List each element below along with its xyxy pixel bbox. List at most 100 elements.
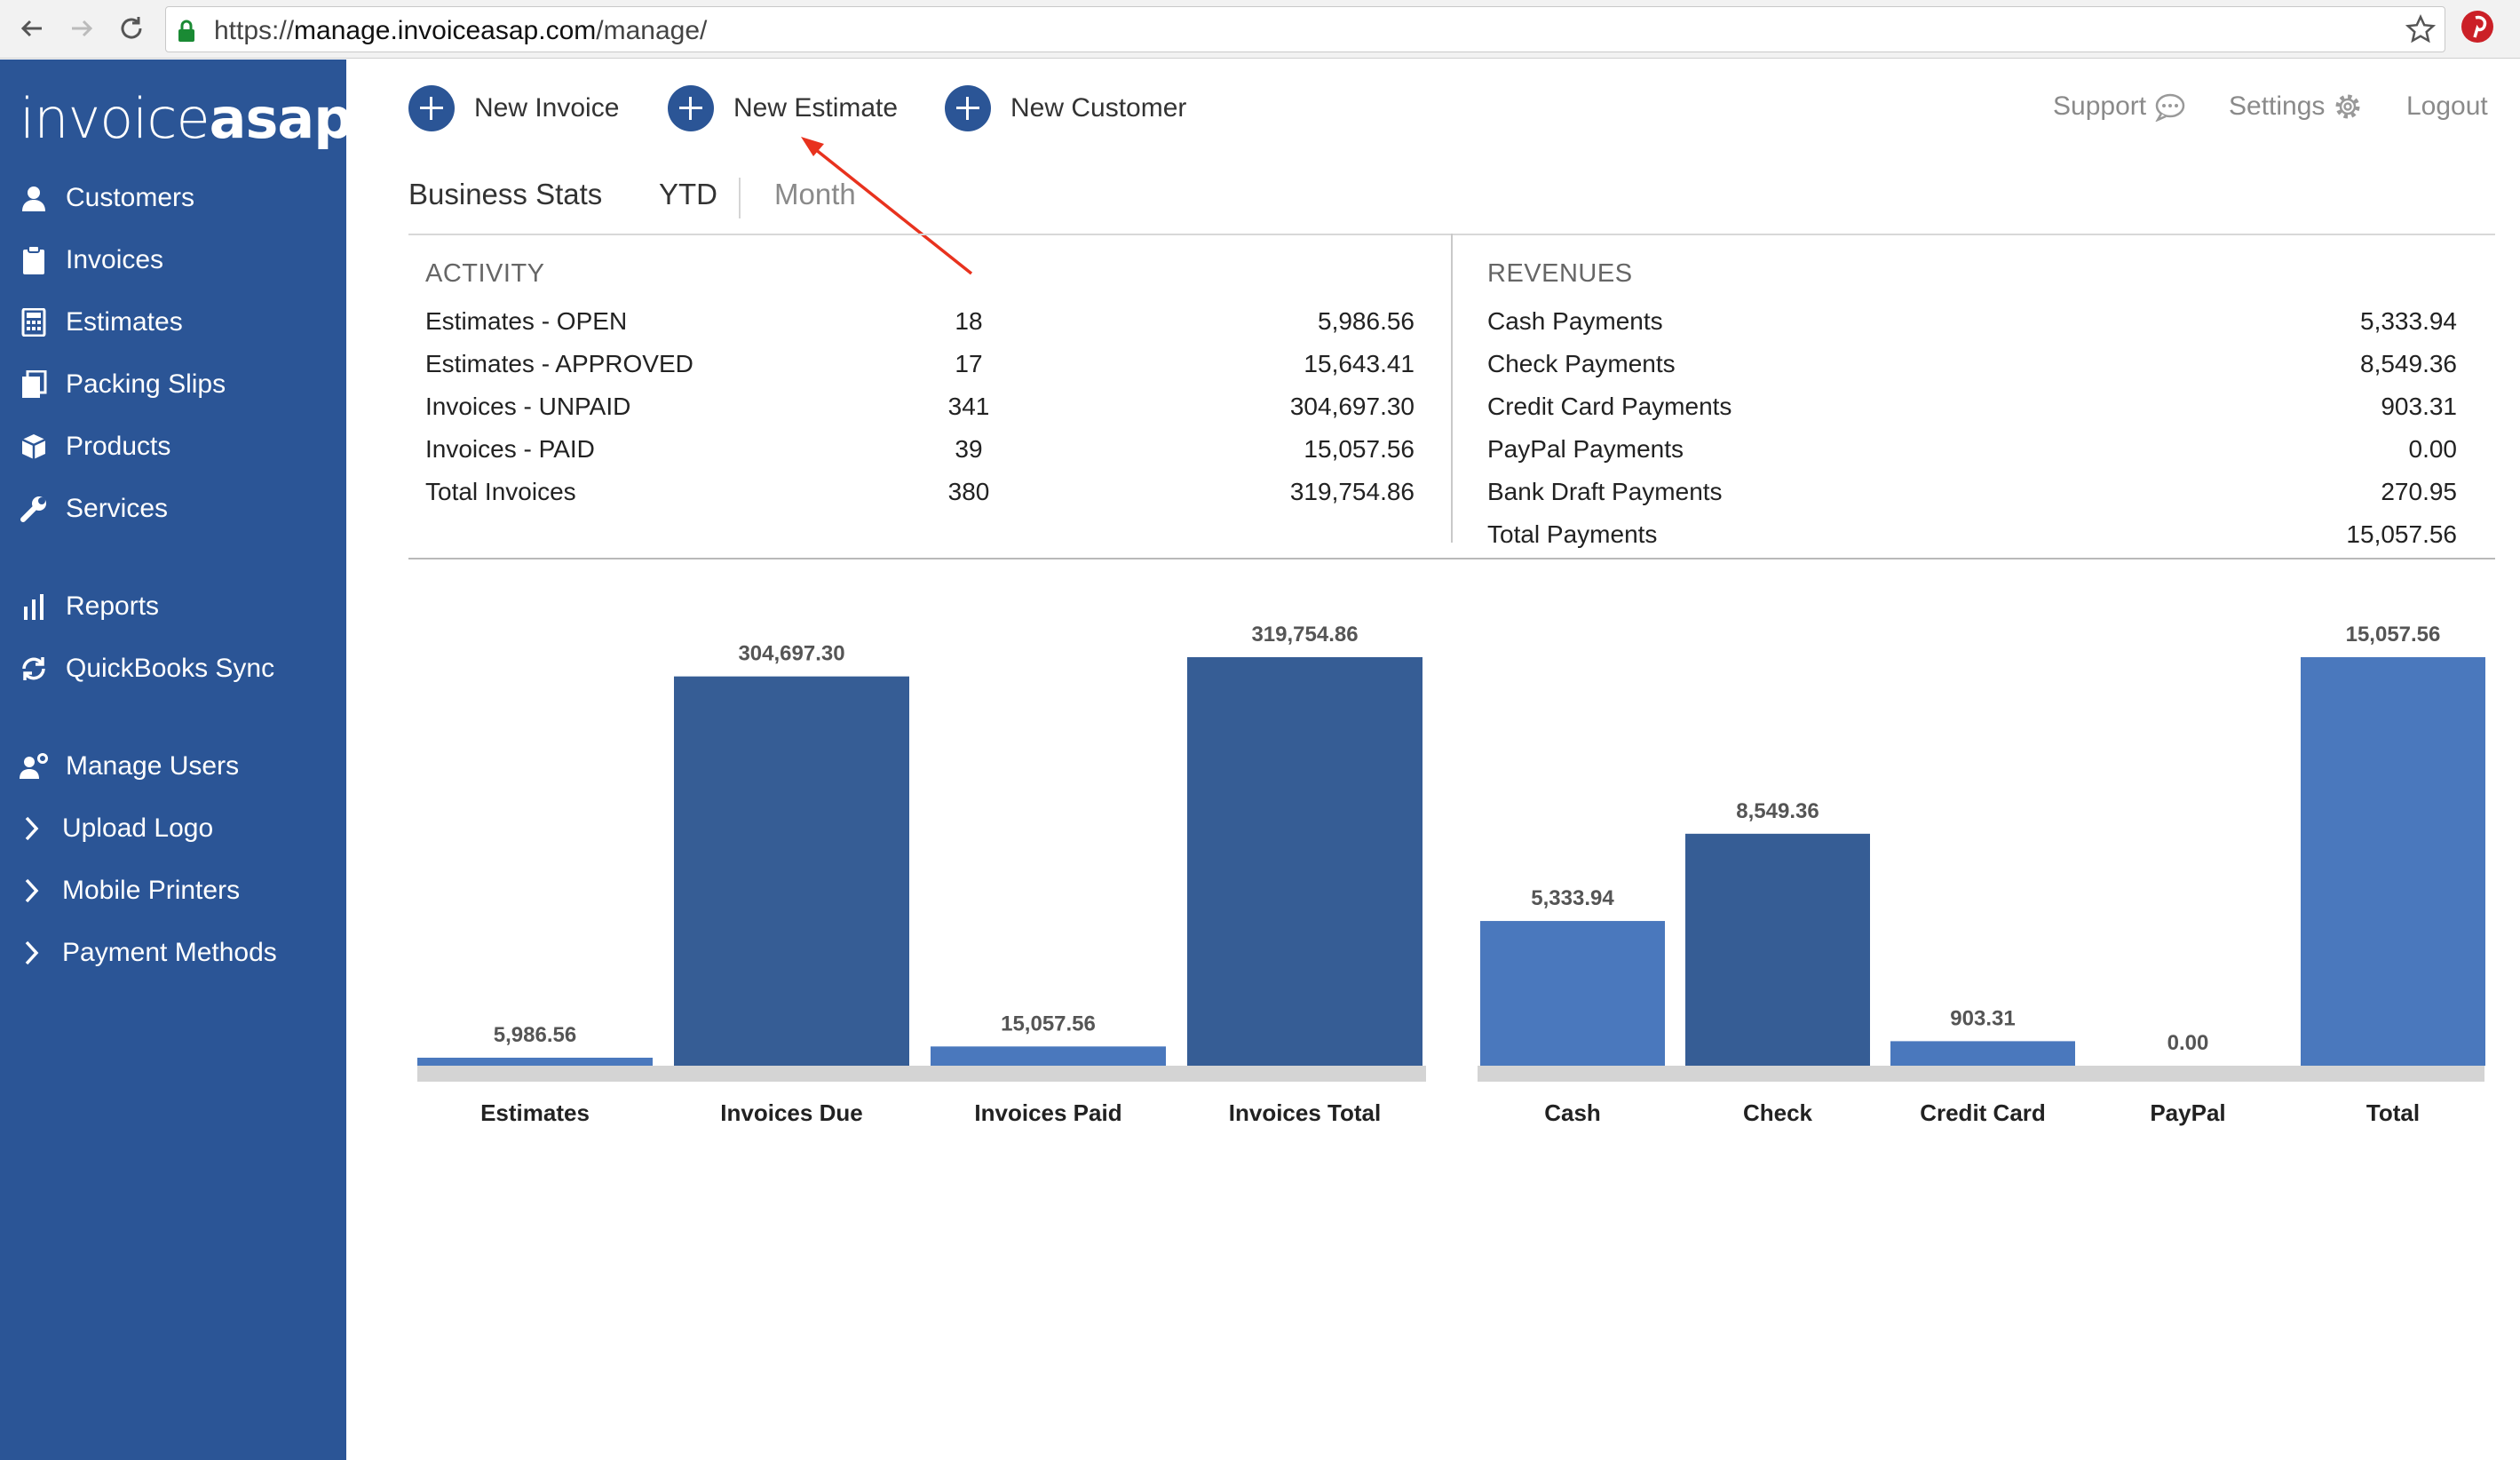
url-path: /manage/ <box>596 16 708 45</box>
sidebar-item-invoices[interactable]: Invoices <box>18 235 163 285</box>
revenue-row: Check Payments 8,549.36 <box>1487 350 2457 389</box>
sidebar-item-reports[interactable]: Reports <box>18 582 159 631</box>
reload-icon[interactable] <box>112 9 151 48</box>
new-invoice-button[interactable]: New Invoice <box>408 84 619 132</box>
box-icon <box>18 431 50 463</box>
user-gear-icon <box>18 750 50 782</box>
sidebar-item-label: Upload Logo <box>62 813 214 843</box>
activity-row: Total Invoices 380 319,754.86 <box>425 478 1415 517</box>
activity-row: Invoices - PAID 39 15,057.56 <box>425 435 1415 474</box>
category-label: Estimates <box>480 1099 590 1126</box>
settings-link[interactable]: Settings <box>2229 87 2364 126</box>
new-estimate-label: New Estimate <box>733 93 899 123</box>
activity-row-amount: 319,754.86 <box>1289 478 1415 505</box>
pinterest-icon[interactable] <box>2460 9 2500 50</box>
bar-value-label: 5,333.94 <box>1531 886 1614 910</box>
activity-bar-chart: 5,986.56 Estimates 304,697.30 Invoices Due 1… <box>417 623 1426 1126</box>
chat-bubble-icon <box>2155 93 2185 122</box>
bar-estimates <box>417 1058 653 1066</box>
category-label: Total <box>2366 1099 2420 1126</box>
bar-total <box>2301 657 2485 1066</box>
logout-label: Logout <box>2406 91 2488 121</box>
bar-value-label: 0.00 <box>2167 1031 2209 1055</box>
activity-row-count: 380 <box>947 478 990 505</box>
revenue-row-label: Cash Payments <box>1487 307 1663 335</box>
browser-toolbar: https://manage.invoiceasap.com/manage/ <box>0 0 2520 59</box>
new-customer-button[interactable]: New Customer <box>945 84 1186 132</box>
bar-value-label: 319,754.86 <box>1251 623 1358 647</box>
sidebar-item-label: Manage Users <box>66 751 240 781</box>
sidebar-item-services[interactable]: Services <box>18 484 168 534</box>
logo-text-asap: asap <box>209 86 353 151</box>
sidebar-item-label: Payment Methods <box>62 938 277 967</box>
sidebar-item-upload-logo[interactable]: Upload Logo <box>18 804 213 853</box>
back-arrow-icon[interactable] <box>12 9 52 48</box>
sidebar-item-label: Packing Slips <box>66 369 226 399</box>
activity-row: Estimates - OPEN 18 5,986.56 <box>425 307 1415 346</box>
tab-separator <box>739 178 741 218</box>
revenues-heading: REVENUES <box>1487 259 1633 288</box>
stack-icon <box>18 369 50 401</box>
bar-value-label: 304,697.30 <box>738 642 844 666</box>
app-logo[interactable]: invoice asap <box>20 84 353 147</box>
bar-invoices-paid <box>931 1046 1166 1066</box>
sidebar-item-packing-slips[interactable]: Packing Slips <box>18 360 226 409</box>
sidebar-item-mobile-printers[interactable]: Mobile Printers <box>18 866 240 916</box>
category-label: Invoices Paid <box>974 1099 1121 1126</box>
settings-label: Settings <box>2229 91 2326 121</box>
user-icon <box>18 182 50 214</box>
tab-month[interactable]: Month <box>774 178 856 210</box>
sidebar-item-label: Reports <box>66 591 160 621</box>
bar-value-label: 8,549.36 <box>1736 799 1819 823</box>
activity-row: Invoices - UNPAID 341 304,697.30 <box>425 393 1415 432</box>
revenue-row: Bank Draft Payments 270.95 <box>1487 478 2457 517</box>
tab-ytd[interactable]: YTD <box>659 178 717 210</box>
sync-icon <box>18 653 50 685</box>
clipboard-icon <box>18 244 50 276</box>
forward-arrow-icon[interactable] <box>62 9 101 48</box>
url-scheme: https:// <box>214 16 295 45</box>
stats-column-divider <box>1451 234 1453 543</box>
sidebar-item-products[interactable]: Products <box>18 422 170 472</box>
url-host: manage.invoiceasap.com <box>294 16 597 45</box>
url-text: https://manage.invoiceasap.com/manage/ <box>214 16 707 46</box>
revenue-row-label: Bank Draft Payments <box>1487 478 1723 505</box>
support-link[interactable]: Support <box>2053 87 2187 126</box>
logo-text-invoice: invoice <box>20 86 210 151</box>
category-label: Check <box>1743 1099 1813 1126</box>
revenue-row-amount: 8,549.36 <box>2360 350 2457 377</box>
sidebar-item-payment-methods[interactable]: Payment Methods <box>18 928 277 978</box>
sidebar-item-estimates[interactable]: Estimates <box>18 298 183 347</box>
plus-circle-icon <box>945 85 991 131</box>
address-bar[interactable]: https://manage.invoiceasap.com/manage/ <box>165 6 2445 52</box>
bar-value-label: 903.31 <box>1950 1006 2015 1030</box>
bar-check <box>1685 833 1870 1066</box>
sidebar-item-label: Estimates <box>66 307 183 337</box>
chevron-right-icon <box>18 813 44 845</box>
activity-row-amount: 15,057.56 <box>1304 435 1415 463</box>
sidebar-item-label: Services <box>66 494 169 523</box>
chart-baseline <box>1478 1066 2484 1082</box>
activity-row-count: 341 <box>947 393 990 420</box>
sidebar-item-label: QuickBooks Sync <box>66 654 275 683</box>
star-icon[interactable] <box>2405 13 2437 49</box>
sidebar-item-customers[interactable]: Customers <box>18 173 194 223</box>
category-label: Invoices Total <box>1229 1099 1381 1126</box>
revenue-row: Credit Card Payments 903.31 <box>1487 393 2457 432</box>
revenue-bar-chart: 5,333.94 Cash 8,549.36 Check 903.31 Credit Ca… <box>1478 623 2485 1126</box>
activity-row-count: 18 <box>955 307 983 335</box>
sidebar-item-label: Customers <box>66 183 195 212</box>
logout-link[interactable]: Logout <box>2406 87 2488 126</box>
activity-row-label: Estimates - OPEN <box>425 307 628 335</box>
bar-chart-icon <box>18 591 50 623</box>
activity-row-label: Invoices - UNPAID <box>425 393 631 420</box>
chart-baseline <box>417 1066 1426 1082</box>
new-estimate-button[interactable]: New Estimate <box>668 84 898 132</box>
revenue-row: PayPal Payments 0.00 <box>1487 435 2457 474</box>
sidebar-item-label: Mobile Printers <box>62 876 241 905</box>
sidebar-item-manage-users[interactable]: Manage Users <box>18 742 239 791</box>
revenue-row-label: Total Payments <box>1487 520 1658 548</box>
activity-row-label: Total Invoices <box>425 478 576 505</box>
sidebar-item-quickbooks-sync[interactable]: QuickBooks Sync <box>18 644 274 694</box>
revenue-row-amount: 903.31 <box>2381 393 2457 420</box>
